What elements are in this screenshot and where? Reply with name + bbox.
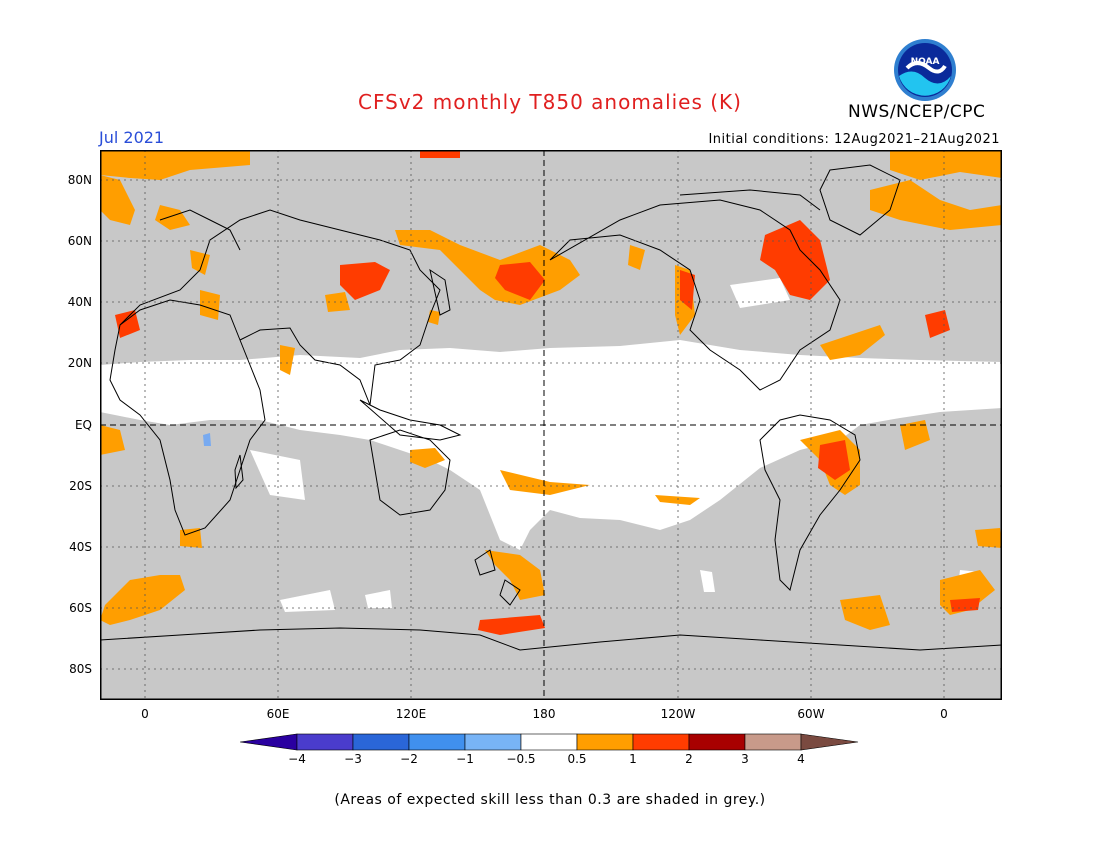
anomaly-blue (203, 433, 211, 446)
colorbar-label: 2 (685, 752, 693, 766)
lat-label: 60N (67, 234, 92, 248)
colorbar-label: −2 (400, 752, 418, 766)
colorbar-label: −3 (344, 752, 362, 766)
colorbar-cell (800, 733, 859, 751)
anomaly-red (115, 150, 980, 635)
lon-label: 0 (940, 707, 948, 721)
colorbar-cell (352, 733, 410, 751)
colorbar-cell (688, 733, 746, 751)
lon-label: 60E (266, 707, 290, 721)
colorbar-label: 4 (797, 752, 805, 766)
lat-label: 40N (67, 295, 92, 309)
colorbar-cell (744, 733, 802, 751)
lon-label: 0 (141, 707, 149, 721)
lat-label: EQ (74, 418, 92, 432)
agency-label: NWS/NCEP/CPC (848, 102, 986, 122)
lon-label: 120W (660, 707, 696, 721)
colorbar-cell (296, 733, 354, 751)
logo-text: NOAA (911, 57, 940, 67)
lat-label: 40S (69, 540, 92, 554)
colorbar-label: 1 (629, 752, 637, 766)
tropical-white-band (100, 340, 1002, 550)
colorbar-cell (408, 733, 466, 751)
equator-and-dateline (100, 150, 1002, 700)
coastlines (100, 164, 1002, 651)
lat-label: 60S (69, 601, 92, 615)
lon-label: 120E (395, 707, 427, 721)
lon-label: 180 (532, 707, 556, 721)
colorbar-label: 0.5 (567, 752, 587, 766)
anomaly-map (100, 150, 1002, 700)
colorbar-cell (576, 733, 634, 751)
anomaly-orange (100, 150, 1002, 630)
lat-label: 80S (69, 662, 92, 676)
colorbar-label: −0.5 (506, 752, 536, 766)
lat-label: 20N (67, 356, 92, 370)
lat-label: 80N (67, 173, 92, 187)
skill-note: (Areas of expected skill less than 0.3 a… (334, 792, 766, 808)
colorbar-cell (520, 733, 578, 751)
colorbar-label: 3 (741, 752, 749, 766)
chart-title: CFSv2 monthly T850 anomalies (K) (358, 90, 742, 114)
month-label: Jul 2021 (99, 128, 165, 147)
color-bar (240, 733, 859, 751)
lat-label: 20S (69, 479, 92, 493)
colorbar-label: −1 (456, 752, 474, 766)
grid (100, 150, 1002, 700)
colorbar-cell (240, 733, 298, 751)
colorbar-label: −4 (288, 752, 306, 766)
noaa-logo: NOAA (894, 39, 956, 101)
colorbar-cell (632, 733, 690, 751)
colorbar-cell (464, 733, 522, 751)
lon-label: 60W (797, 707, 825, 721)
initial-conditions: Initial conditions: 12Aug2021–21Aug2021 (708, 132, 1000, 147)
